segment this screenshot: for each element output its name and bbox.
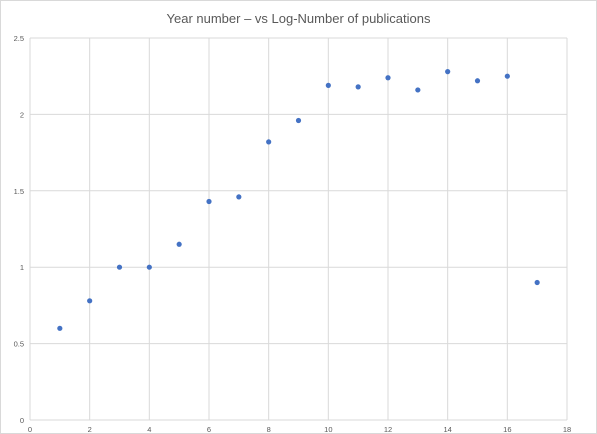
data-point xyxy=(116,264,123,270)
data-point xyxy=(445,69,451,75)
data-point xyxy=(325,82,331,88)
data-point xyxy=(206,198,212,205)
data-point xyxy=(355,84,361,90)
data-point xyxy=(57,325,63,331)
y-tick-label: 1 xyxy=(20,263,24,272)
data-point xyxy=(266,139,272,145)
y-tick-label: 0.5 xyxy=(14,340,24,349)
chart-title: Year number – vs Log-Number of publicati… xyxy=(166,11,431,26)
data-point xyxy=(474,78,481,84)
x-tick-label: 8 xyxy=(267,425,271,433)
y-tick-label: 1.5 xyxy=(14,187,24,196)
data-point xyxy=(176,241,182,247)
data-point xyxy=(415,87,421,93)
x-tick-label: 14 xyxy=(443,425,451,433)
data-point xyxy=(504,73,510,79)
y-tick-label: 0 xyxy=(20,416,24,425)
y-tick-label: 2.5 xyxy=(14,34,24,43)
x-tick-label: 12 xyxy=(384,425,392,433)
x-tick-label: 6 xyxy=(207,425,211,433)
data-point xyxy=(87,298,93,304)
y-tick-label: 2 xyxy=(20,110,24,119)
x-tick-label: 18 xyxy=(563,425,571,433)
x-tick-label: 2 xyxy=(88,425,92,433)
data-point xyxy=(534,279,540,286)
x-tick-label: 0 xyxy=(28,425,32,433)
data-point xyxy=(295,117,302,124)
x-tick-label: 4 xyxy=(147,425,151,433)
data-point xyxy=(236,194,242,200)
data-point xyxy=(385,75,391,81)
x-tick-label: 16 xyxy=(503,425,511,433)
data-point xyxy=(146,264,152,270)
x-tick-label: 10 xyxy=(324,425,332,433)
